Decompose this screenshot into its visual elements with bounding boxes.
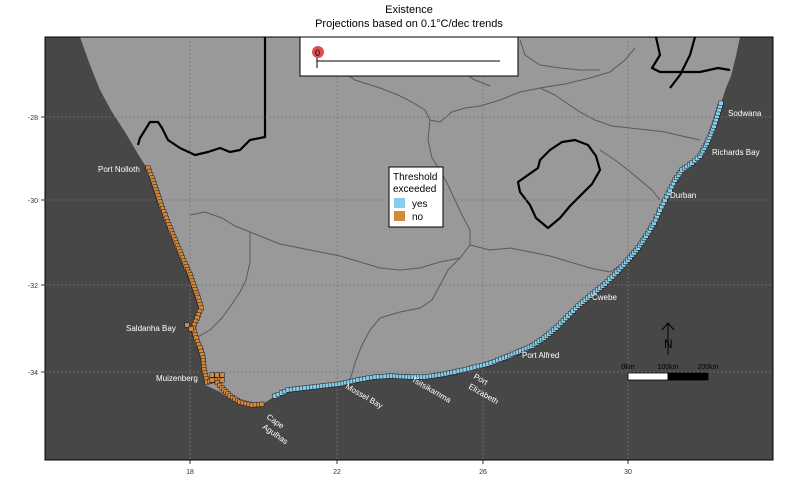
y-axis-labels: -28 -30 -32 -34 bbox=[28, 115, 38, 377]
label-cwebe: Cwebe bbox=[592, 293, 617, 302]
legend-label-no: no bbox=[412, 212, 424, 223]
coast-cell-yes bbox=[718, 100, 724, 106]
label-muizenberg: Muizenberg bbox=[156, 374, 198, 383]
coastal-cells bbox=[145, 100, 724, 408]
x-axis-labels: 18 22 26 30 bbox=[186, 469, 632, 476]
north-label: N bbox=[664, 337, 673, 351]
x-tick-label: 30 bbox=[624, 469, 632, 476]
coast-cell-no bbox=[184, 322, 190, 328]
y-tick-label: -34 bbox=[28, 370, 38, 377]
north-arrow-icon bbox=[661, 322, 675, 355]
gridlines bbox=[45, 37, 773, 460]
coast-cell-no bbox=[209, 377, 215, 383]
label-saldanha-bay: Saldanha Bay bbox=[126, 324, 176, 333]
scale-label-0: 0km bbox=[621, 364, 634, 371]
map-title-block: Existence Projections based on 0.1°C/dec… bbox=[0, 3, 800, 31]
scale-label-200: 200km bbox=[697, 364, 718, 371]
coast-cell-no bbox=[214, 372, 220, 378]
slider-value: 0 bbox=[315, 48, 320, 58]
slider-panel bbox=[299, 36, 519, 77]
time-slider[interactable]: 0 bbox=[299, 36, 519, 77]
coast-cell-no bbox=[259, 401, 265, 407]
legend-swatch-no bbox=[394, 211, 405, 221]
label-durban: Durban bbox=[670, 191, 696, 200]
scale-segment-white bbox=[627, 372, 669, 381]
legend-label-yes: yes bbox=[412, 199, 428, 210]
legend: Threshold exceeded yes no bbox=[388, 166, 444, 228]
legend-title-1: Threshold bbox=[393, 172, 437, 183]
label-richards-bay: Richards Bay bbox=[712, 148, 760, 157]
x-tick-label: 26 bbox=[479, 469, 487, 476]
scale-bar: 0km 100km 200km bbox=[621, 364, 719, 381]
legend-swatch-yes bbox=[394, 198, 405, 208]
x-tick-label: 18 bbox=[186, 469, 194, 476]
y-tick-label: -30 bbox=[28, 198, 38, 205]
axis-ticks bbox=[41, 116, 629, 464]
map-title: Existence bbox=[385, 4, 433, 16]
legend-title-2: exceeded bbox=[393, 184, 436, 195]
label-sodwana: Sodwana bbox=[728, 109, 762, 118]
country-borders bbox=[136, 37, 731, 230]
slider-handle[interactable] bbox=[312, 46, 324, 58]
coast-cell-no bbox=[209, 372, 215, 378]
label-port-nolloth: Port Nolloth bbox=[98, 165, 140, 174]
map-subtitle: Projections based on 0.1°C/dec trends bbox=[315, 18, 503, 30]
coast-cell-no bbox=[219, 377, 225, 383]
y-tick-label: -32 bbox=[28, 283, 38, 290]
x-tick-label: 22 bbox=[333, 469, 341, 476]
coast-cell-no bbox=[219, 372, 225, 378]
coast-cell-no bbox=[188, 326, 194, 332]
y-tick-label: -28 bbox=[28, 115, 38, 122]
label-port-alfred: Port Alfred bbox=[522, 351, 559, 360]
scale-segment-black bbox=[667, 372, 709, 381]
scale-label-100: 100km bbox=[657, 364, 678, 371]
